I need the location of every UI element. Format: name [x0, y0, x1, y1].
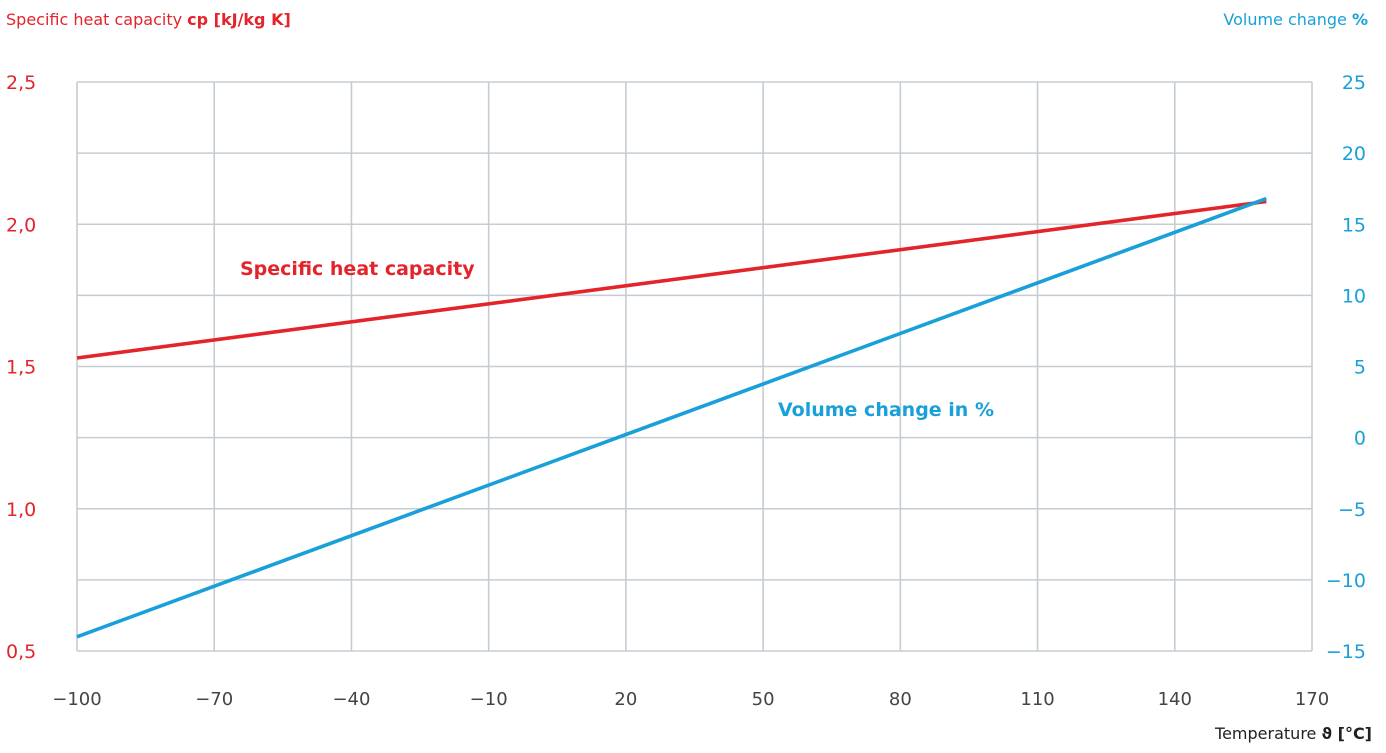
x-axis-label: Temperature — [1215, 724, 1317, 743]
y-right-tick-label: 10 — [1342, 285, 1366, 307]
y-right-tick-label: −15 — [1326, 641, 1366, 663]
x-tick-label: 80 — [889, 689, 912, 710]
right-axis-label: Volume change — [1223, 10, 1347, 29]
x-tick-label: 50 — [752, 689, 775, 710]
y-right-tick-label: 5 — [1354, 357, 1366, 379]
series-line-volume-change — [76, 196, 1267, 639]
left-axis-unit: cp [kJ/kg K] — [187, 10, 291, 29]
y-right-tick-label: 25 — [1342, 72, 1366, 94]
right-axis-title: Volume change % — [1223, 10, 1368, 29]
series-line-heat-capacity — [76, 199, 1267, 360]
y-right-tick-label: 0 — [1354, 428, 1366, 450]
y-right-tick-label: 15 — [1342, 214, 1366, 236]
series-label-heat-capacity: Specific heat capacity — [240, 258, 475, 280]
right-axis-unit: % — [1351, 10, 1368, 29]
x-axis-title: Temperature ϑ [°C] — [1215, 724, 1372, 743]
y-right-tick-label: −5 — [1338, 499, 1366, 521]
series-label-volume-change: Volume change in % — [778, 399, 994, 421]
y-left-tick-label: 1,5 — [6, 357, 36, 379]
x-tick-label: 20 — [614, 689, 637, 710]
x-tick-label: 140 — [1158, 689, 1192, 710]
y-left-tick-label: 2,0 — [6, 214, 36, 236]
x-tick-label: −10 — [470, 689, 508, 710]
y-left-tick-label: 1,0 — [6, 499, 36, 521]
left-axis-title: Specific heat capacity cp [kJ/kg K] — [6, 10, 291, 29]
y-left-tick-label: 2,5 — [6, 72, 36, 94]
left-axis-label: Specific heat capacity — [6, 10, 183, 29]
x-tick-label: −100 — [52, 689, 101, 710]
y-right-tick-label: −10 — [1326, 570, 1366, 592]
x-axis-unit: ϑ [°C] — [1321, 724, 1372, 743]
y-right-tick-label: 20 — [1342, 143, 1366, 165]
y-left-tick-label: 0,5 — [6, 641, 36, 663]
x-tick-label: 170 — [1295, 689, 1329, 710]
x-tick-label: −70 — [195, 689, 233, 710]
x-tick-label: 110 — [1020, 689, 1054, 710]
x-tick-label: −40 — [332, 689, 370, 710]
